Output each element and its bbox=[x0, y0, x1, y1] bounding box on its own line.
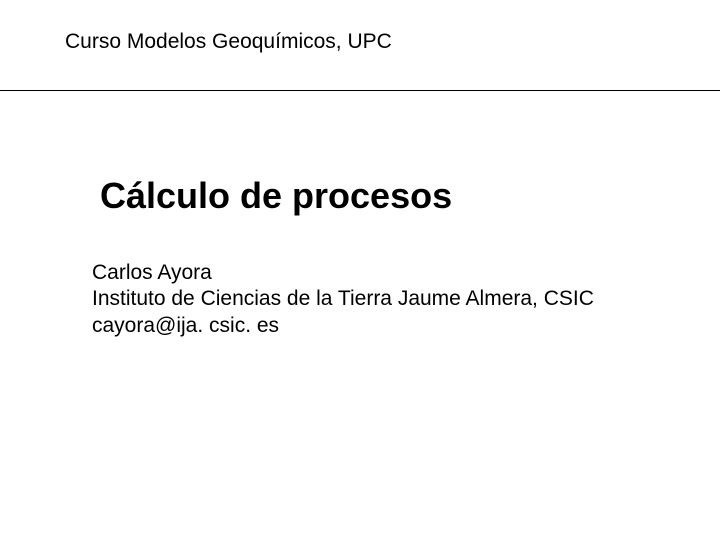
horizontal-divider bbox=[0, 90, 720, 91]
author-email: cayora@ija. csic. es bbox=[92, 313, 594, 339]
author-name: Carlos Ayora bbox=[92, 260, 594, 286]
slide-title: Cálculo de procesos bbox=[100, 175, 452, 217]
author-info-block: Carlos Ayora Instituto de Ciencias de la… bbox=[92, 260, 594, 339]
course-header: Curso Modelos Geoquímicos, UPC bbox=[65, 30, 392, 54]
author-affiliation: Instituto de Ciencias de la Tierra Jaume… bbox=[92, 286, 594, 312]
